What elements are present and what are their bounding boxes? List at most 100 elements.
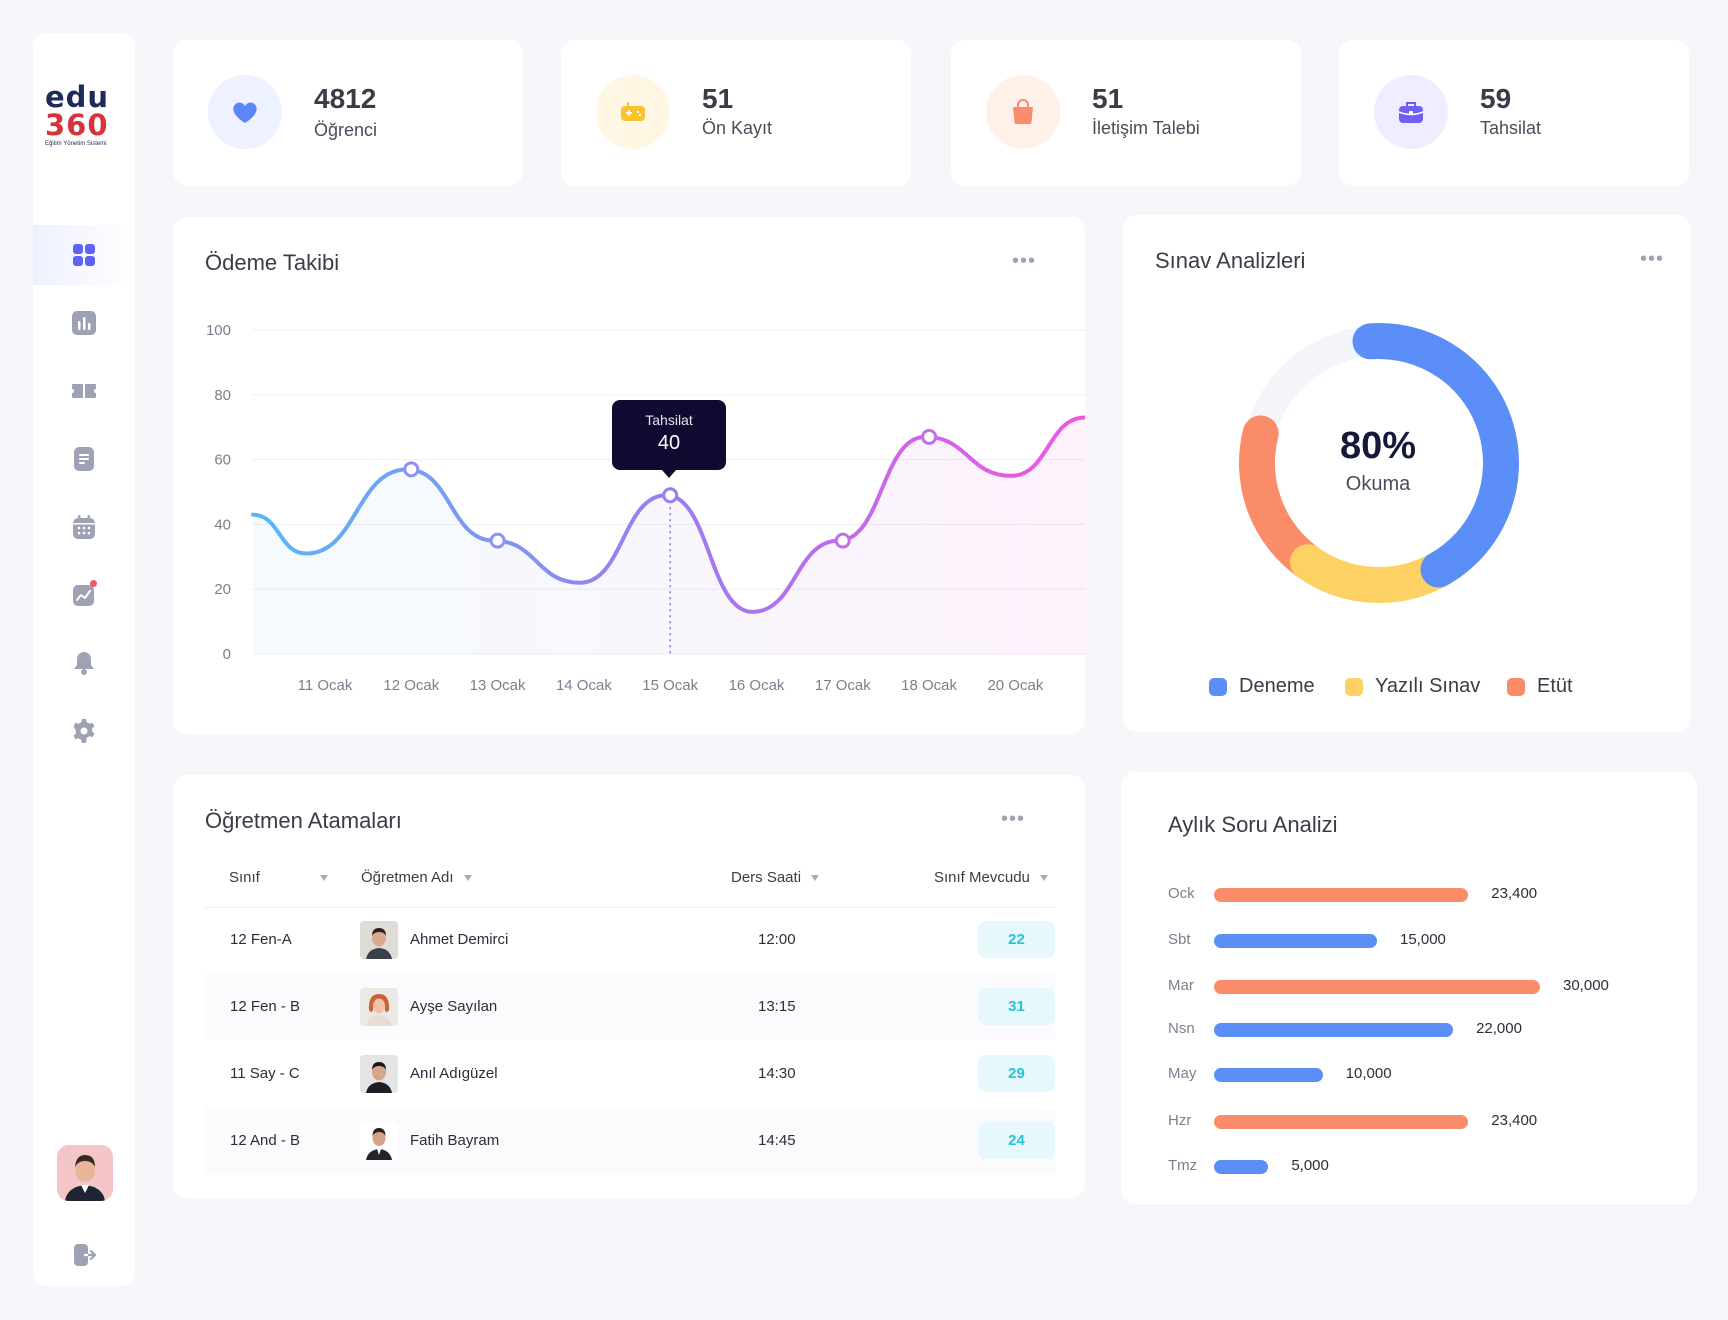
nav-reports[interactable] bbox=[33, 293, 135, 353]
table-row[interactable]: 12 Fen - B Ayşe Sayılan 13:15 31 bbox=[205, 974, 1055, 1040]
user-avatar[interactable] bbox=[57, 1145, 113, 1201]
data-point[interactable] bbox=[834, 532, 851, 549]
tooltip-label: Tahsilat bbox=[645, 412, 693, 428]
stat-card-students[interactable]: 4812 Öğrenci bbox=[173, 40, 523, 186]
column-header-teacher[interactable]: Öğretmen Adı bbox=[361, 869, 472, 886]
legend-label: Deneme bbox=[1239, 675, 1315, 697]
stat-card-preregistration[interactable]: 51 Ön Kayıt bbox=[561, 40, 911, 186]
nav-notifications[interactable] bbox=[33, 633, 135, 693]
gamepad-icon bbox=[621, 102, 645, 121]
bar[interactable] bbox=[1214, 888, 1469, 902]
tooltip-arrow bbox=[662, 470, 676, 478]
bar[interactable] bbox=[1214, 934, 1377, 948]
tooltip-value: 40 bbox=[657, 432, 681, 454]
bar[interactable] bbox=[1214, 1160, 1269, 1174]
donut-segment-etüt[interactable] bbox=[1239, 415, 1326, 581]
sort-caret-icon bbox=[463, 875, 472, 882]
nav-tickets[interactable] bbox=[33, 361, 135, 421]
cell-class: 11 Say - C bbox=[230, 1065, 300, 1082]
x-tick-label: 17 Ocak bbox=[815, 677, 871, 694]
payment-chart-card: Ödeme Takibi ••• 0 20 40 60 80 100 11 Ocak 12 O… bbox=[173, 217, 1085, 734]
donut-center-label: Okuma bbox=[1345, 473, 1411, 495]
x-tick-label: 15 Ocak bbox=[642, 677, 698, 694]
bar[interactable] bbox=[1214, 980, 1540, 994]
stat-icon-circle bbox=[596, 75, 670, 149]
bar-category-label: Nsn bbox=[1168, 1020, 1195, 1037]
cell-time: 13:15 bbox=[758, 998, 796, 1015]
stat-value: 51 bbox=[702, 83, 734, 114]
document-icon bbox=[74, 447, 94, 471]
logo-top: edu bbox=[45, 80, 110, 114]
stat-card-contact-requests[interactable]: 51 İletişim Talebi bbox=[951, 40, 1301, 186]
stat-label: Tahsilat bbox=[1480, 118, 1542, 138]
cell-time: 12:00 bbox=[758, 931, 796, 948]
bar[interactable] bbox=[1214, 1068, 1323, 1082]
more-button[interactable]: ••• bbox=[1012, 250, 1037, 272]
nav-settings[interactable] bbox=[33, 701, 135, 761]
briefcase-icon bbox=[1398, 102, 1424, 123]
class-count-badge: 24 bbox=[978, 1122, 1055, 1159]
nav-documents[interactable] bbox=[33, 429, 135, 489]
nav-analytics[interactable] bbox=[33, 565, 135, 625]
cell-time: 14:45 bbox=[758, 1132, 796, 1149]
line-area-fill bbox=[253, 417, 1085, 654]
table-row[interactable]: 12 And - B Fatih Bayram 14:45 24 bbox=[205, 1108, 1055, 1174]
card-title: Ödeme Takibi bbox=[205, 250, 340, 275]
legend-label: Yazılı Sınav bbox=[1375, 675, 1481, 697]
bar-value-label: 30,000 bbox=[1563, 977, 1609, 994]
stat-value: 59 bbox=[1480, 83, 1512, 114]
class-count-badge: 31 bbox=[978, 988, 1055, 1025]
x-tick-label: 18 Ocak bbox=[901, 677, 957, 694]
class-count-badge: 29 bbox=[978, 1055, 1055, 1092]
legend-etut[interactable]: Etüt bbox=[1507, 675, 1573, 698]
legend-yazili-sinav[interactable]: Yazılı Sınav bbox=[1345, 675, 1480, 698]
bar-category-label: Sbt bbox=[1168, 931, 1191, 948]
nav-calendar[interactable] bbox=[33, 497, 135, 557]
line-chart: 0 20 40 60 80 100 11 Ocak 12 Ocak 13 Ocak 14 Ocak… bbox=[206, 322, 1085, 694]
donut-segment-yazılı-sınav[interactable] bbox=[1289, 544, 1457, 603]
data-point[interactable] bbox=[921, 428, 938, 445]
trend-icon bbox=[73, 585, 94, 606]
column-header-count[interactable]: Sınıf Mevcudu bbox=[934, 869, 1048, 886]
bar-category-label: Hzr bbox=[1168, 1112, 1192, 1129]
more-button[interactable]: ••• bbox=[1640, 248, 1665, 270]
data-point[interactable] bbox=[662, 487, 679, 504]
more-button[interactable]: ••• bbox=[1001, 808, 1026, 830]
bar-category-label: May bbox=[1168, 1065, 1197, 1082]
logout-icon bbox=[74, 1244, 97, 1266]
stat-label: İletişim Talebi bbox=[1092, 118, 1200, 138]
exam-analysis-card: Sınav Analizleri ••• 80% Okuma bbox=[1123, 215, 1690, 732]
bar[interactable] bbox=[1214, 1115, 1469, 1129]
card-title: Öğretmen Atamaları bbox=[205, 808, 402, 833]
table-row[interactable]: 12 Fen-A Ahmet Demirci 12:00 22 bbox=[205, 907, 1055, 973]
bar-value-label: 23,400 bbox=[1491, 885, 1538, 902]
cell-teacher: Anıl Adıgüzel bbox=[410, 1065, 498, 1082]
bar-value-label: 23,400 bbox=[1491, 1112, 1538, 1129]
stat-card-collections[interactable]: 59 Tahsilat bbox=[1339, 40, 1689, 186]
chart-tooltip: Tahsilat 40 bbox=[612, 400, 726, 478]
column-header-time[interactable]: Ders Saati bbox=[731, 869, 820, 886]
card-title: Sınav Analizleri bbox=[1155, 248, 1306, 273]
data-point[interactable] bbox=[489, 532, 506, 549]
donut-chart bbox=[1239, 323, 1519, 603]
calendar-icon bbox=[73, 515, 95, 539]
nav-dashboard[interactable] bbox=[33, 225, 135, 285]
data-point[interactable] bbox=[403, 461, 420, 478]
legend-swatch bbox=[1507, 677, 1525, 696]
x-tick-label: 16 Ocak bbox=[729, 677, 785, 694]
donut-center-value: 80% bbox=[1339, 425, 1417, 467]
heart-icon bbox=[233, 102, 257, 123]
cell-teacher: Ahmet Demirci bbox=[410, 931, 509, 948]
y-tick-label: 20 bbox=[214, 581, 231, 598]
stat-icon-circle bbox=[986, 75, 1060, 149]
column-header-class[interactable]: Sınıf bbox=[229, 869, 328, 886]
stat-value: 4812 bbox=[314, 83, 377, 114]
x-tick-label: 11 Ocak bbox=[298, 677, 353, 694]
donut-segment-deneme[interactable] bbox=[1352, 323, 1519, 588]
legend-deneme[interactable]: Deneme bbox=[1209, 675, 1315, 698]
bar[interactable] bbox=[1214, 1023, 1454, 1037]
logout-button[interactable] bbox=[33, 1238, 135, 1272]
table-row[interactable]: 11 Say - C Anıl Adıgüzel 14:30 29 bbox=[205, 1041, 1055, 1107]
sort-caret-icon bbox=[319, 875, 328, 882]
logo[interactable]: edu 360 Eğitim Yönetim Sistemi bbox=[45, 83, 125, 175]
